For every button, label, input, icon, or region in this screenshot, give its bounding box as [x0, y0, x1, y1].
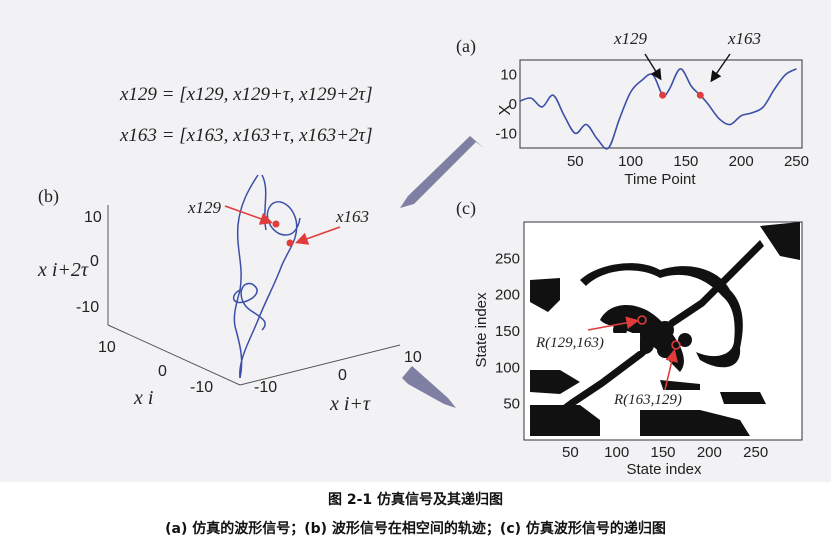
arrow-x129-b	[224, 205, 274, 225]
figure-caption-title: 图 2-1 仿真信号及其递归图	[327, 492, 504, 508]
arrow-r129-163	[587, 316, 640, 331]
panel-c-label: (c)	[456, 198, 476, 219]
figure-canvas: (a) 50 100 150 200 250 100-10 X Time Point x…	[37, 29, 809, 478]
c-ytick-150: 150	[495, 323, 520, 340]
panel-a-ylabel: X	[497, 104, 514, 115]
signal-marker-129	[659, 91, 667, 99]
a-ytick-10: 10	[500, 67, 517, 84]
signal-line	[519, 68, 797, 150]
panel-a-axes-box	[519, 59, 803, 149]
a-xtick-50: 50	[567, 153, 584, 170]
equation-2: x163 = [x163, x163+τ, x163+2τ]	[119, 125, 373, 146]
panel-b-3d-axes	[107, 205, 401, 386]
a-ytick-0: 0	[509, 96, 517, 113]
marker-label-x163-b: x163	[335, 207, 369, 226]
c-xtick-250: 250	[743, 444, 768, 461]
arrow-r163-129	[663, 348, 679, 395]
c-ytick-50: 50	[503, 396, 520, 413]
a-ytick--10: -10	[495, 125, 517, 142]
panel-b-label: (b)	[38, 186, 59, 207]
panel-a-yticks: 10 0 -10	[495, 67, 517, 143]
b-ytick-2: 0	[338, 367, 347, 384]
c-xtick-200: 200	[697, 444, 722, 461]
panel-b-y-label: x i+τ	[329, 393, 371, 415]
arrow-x163-a	[710, 53, 731, 83]
figure-caption-subtitle: (a) 仿真的波形信号；(b) 波形信号在相空间的轨迹；(c) 仿真波形信号的递…	[165, 521, 666, 537]
big-arrow-a-to-b	[400, 136, 484, 208]
panel-a-label: (a)	[456, 36, 476, 57]
panel-b-x-label: x i	[133, 387, 153, 409]
annotation-r163-129: R(163,129)	[613, 392, 682, 408]
figure: (a) 50 100 150 200 250 10 0 -10 X Time Point x…	[0, 0, 831, 482]
c-xtick-50: 50	[562, 444, 579, 461]
a-xtick-100: 100	[618, 153, 643, 170]
marker-label-x163-a: x163	[727, 29, 761, 48]
c-ytick-250: 250	[495, 250, 520, 267]
signal-marker-163	[696, 91, 704, 99]
equation-1: x129 = [x129, x129+τ, x129+2τ]	[119, 84, 373, 105]
panel-c-xticks: 50 100 150 200 250	[562, 444, 768, 461]
panel-c-ylabel: State index	[473, 292, 490, 368]
arrow-x129-a	[644, 53, 662, 81]
panel-a-xticks: 50 100 150 200 250	[567, 153, 809, 170]
trajectory-marker-x129	[272, 220, 280, 228]
c-xtick-100: 100	[604, 444, 629, 461]
b-ztick-1: 10	[84, 209, 102, 226]
b-ytick-3: 10	[404, 349, 422, 366]
annotation-r129-163: R(129,163)	[535, 335, 604, 351]
phase-space-trajectory	[232, 174, 301, 379]
panel-c-xlabel: State index	[626, 461, 702, 478]
panel-c-yticks: 250 200 150 100 50	[495, 250, 520, 412]
b-ztick-3: -10	[76, 299, 99, 316]
c-xtick-150: 150	[650, 444, 675, 461]
a-xtick-250: 250	[784, 153, 809, 170]
annotation-bg-2	[612, 390, 718, 408]
panel-b-z-label: x i+2τ	[37, 259, 89, 281]
c-ytick-100: 100	[495, 359, 520, 376]
big-arrow-b-to-c	[402, 366, 456, 408]
marker-label-x129-b: x129	[187, 198, 222, 217]
b-xtick-2: 0	[158, 363, 167, 380]
b-xtick-1: 10	[98, 339, 116, 356]
annotation-bg-1	[534, 333, 640, 351]
arrow-x163-b	[294, 226, 341, 245]
b-ztick-2: 0	[90, 253, 99, 270]
trajectory-marker-x163	[286, 239, 294, 247]
a-xtick-200: 200	[729, 153, 754, 170]
marker-label-x129-a: x129	[613, 29, 648, 48]
c-ytick-200: 200	[495, 287, 520, 304]
a-xtick-150: 150	[673, 153, 698, 170]
panel-a-xlabel: Time Point	[624, 171, 696, 188]
panel-a-markers	[659, 91, 704, 99]
b-xtick-3: -10	[190, 379, 213, 396]
b-ytick-1: -10	[254, 379, 277, 396]
